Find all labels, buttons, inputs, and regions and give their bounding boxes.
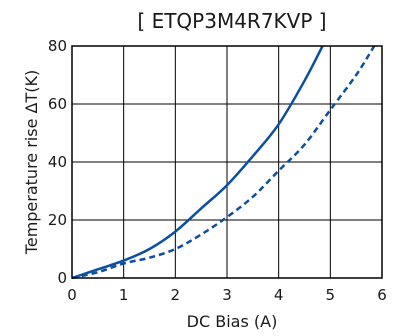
y-tick-label: 60 xyxy=(48,95,67,113)
chart-title: [ ETQP3M4R7KVP ] xyxy=(137,9,326,33)
x-axis-ticks: 0 1 2 3 4 5 6 xyxy=(67,286,387,304)
x-tick-label: 5 xyxy=(326,286,336,304)
y-axis-label: Temperature rise ΔT(K) xyxy=(22,70,41,255)
solid-series-line xyxy=(71,45,324,280)
x-tick-label: 3 xyxy=(222,286,232,304)
y-axis-ticks: 0 20 40 60 80 xyxy=(48,37,67,287)
x-axis-label: DC Bias (A) xyxy=(187,312,278,331)
x-tick-label: 0 xyxy=(67,286,77,304)
dashed-series-line xyxy=(71,45,376,280)
y-tick-label: 0 xyxy=(57,269,67,287)
x-tick-label: 4 xyxy=(274,286,284,304)
x-tick-label: 6 xyxy=(377,286,387,304)
x-tick-label: 1 xyxy=(119,286,129,304)
y-tick-label: 80 xyxy=(48,37,67,55)
chart-series xyxy=(71,45,376,280)
y-tick-label: 40 xyxy=(48,153,67,171)
chart-grid xyxy=(71,45,383,279)
plot-frame xyxy=(71,45,383,279)
x-tick-label: 2 xyxy=(171,286,181,304)
y-tick-label: 20 xyxy=(48,211,67,229)
